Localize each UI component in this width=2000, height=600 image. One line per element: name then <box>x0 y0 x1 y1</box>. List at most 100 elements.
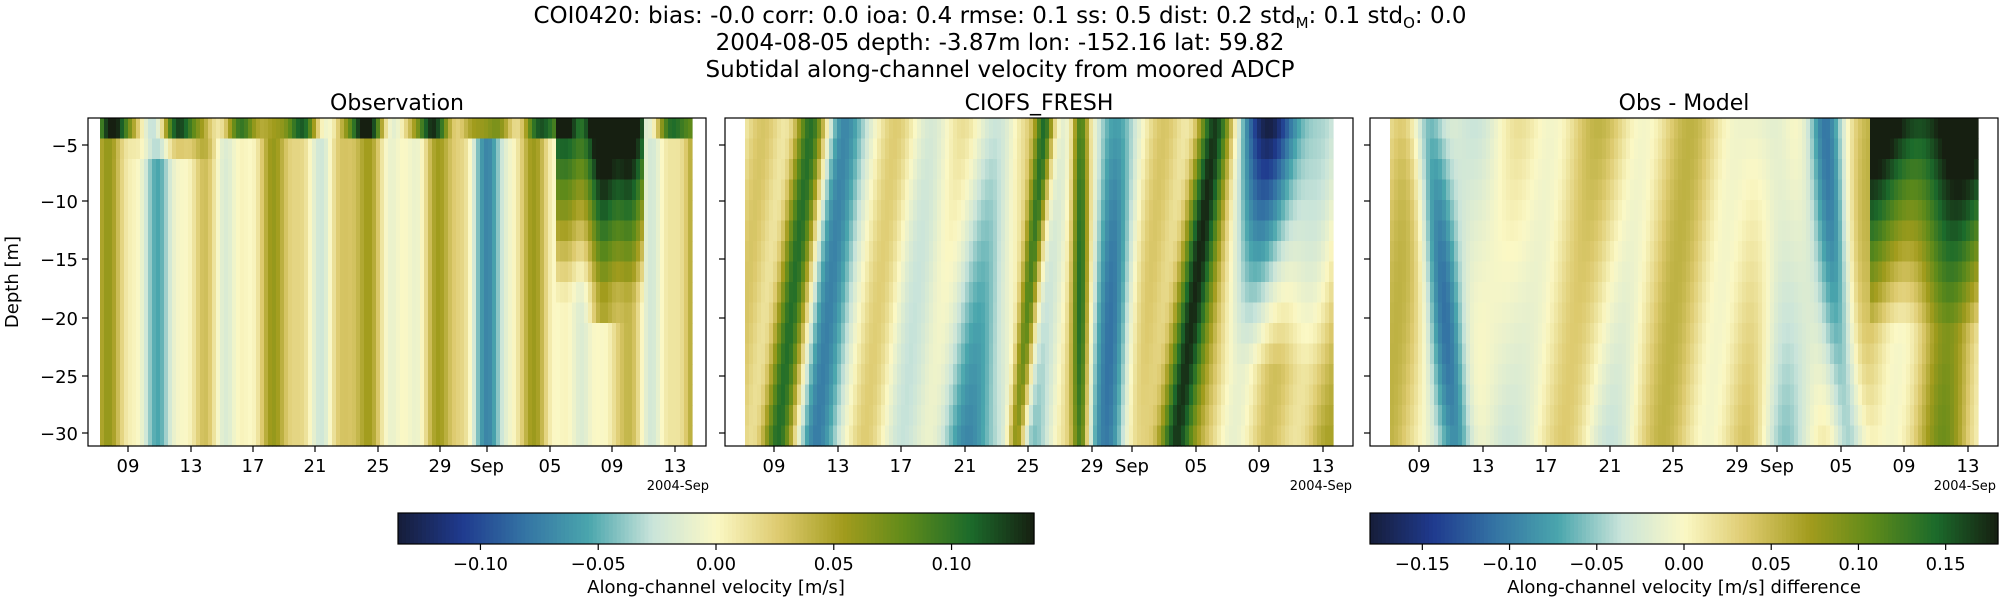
heatmap-cell <box>664 364 669 386</box>
heatmap-cell <box>404 179 409 201</box>
heatmap-cell <box>140 384 145 406</box>
heatmap-cell <box>913 118 918 140</box>
heatmap-cell <box>176 282 181 304</box>
heatmap-cell <box>520 405 525 427</box>
heatmap-cell <box>1313 138 1318 160</box>
heatmap-cell <box>1033 384 1038 406</box>
heatmap-cell <box>504 179 509 201</box>
heatmap-cell <box>1261 282 1266 304</box>
heatmap-cell <box>1245 138 1250 160</box>
heatmap-cell <box>897 220 902 242</box>
heatmap-cell <box>945 220 950 242</box>
heatmap-cell <box>1089 261 1094 283</box>
heatmap-cell <box>941 179 946 201</box>
heatmap-cell <box>500 220 505 242</box>
heatmap-cell <box>837 282 842 304</box>
heatmap-cell <box>745 118 750 140</box>
heatmap-cell <box>572 405 577 427</box>
heatmap-cell <box>240 405 245 427</box>
heatmap-cell <box>684 323 689 345</box>
heatmap-cell <box>496 179 501 201</box>
heatmap-cell <box>208 425 213 447</box>
heatmap-cell <box>120 384 125 406</box>
heatmap-cell <box>817 323 822 345</box>
heatmap-cell <box>600 179 605 201</box>
heatmap-cell <box>344 364 349 386</box>
heatmap-cell <box>1129 138 1134 160</box>
heatmap-cell <box>652 343 657 365</box>
heatmap-cell <box>400 138 405 160</box>
heatmap-cell <box>1133 343 1138 365</box>
heatmap-cell <box>1522 118 1527 140</box>
heatmap-cell <box>232 405 237 427</box>
heatmap-cell <box>576 323 581 345</box>
heatmap-cell <box>584 343 589 365</box>
heatmap-cell <box>853 138 858 160</box>
heatmap-cell <box>853 302 858 324</box>
heatmap-cell <box>184 118 189 140</box>
heatmap-cell <box>200 118 205 140</box>
heatmap-cell <box>993 138 998 160</box>
heatmap-cell <box>588 323 593 345</box>
heatmap-cell <box>805 138 810 160</box>
heatmap-cell <box>1269 425 1274 447</box>
heatmap-cell <box>1626 118 1631 140</box>
heatmap-cell <box>1201 405 1206 427</box>
heatmap-cell <box>532 425 537 447</box>
heatmap-cell <box>825 343 830 365</box>
heatmap-cell <box>156 220 161 242</box>
heatmap-cell <box>1566 138 1571 160</box>
heatmap-cell <box>316 323 321 345</box>
heatmap-cell <box>1329 220 1334 242</box>
heatmap-cell <box>188 323 193 345</box>
heatmap-cell <box>352 302 357 324</box>
heatmap-cell <box>1269 384 1274 406</box>
heatmap-cell <box>616 364 621 386</box>
heatmap-cell <box>352 159 357 181</box>
heatmap-cell <box>416 220 421 242</box>
heatmap-cell <box>108 425 113 447</box>
heatmap-cell <box>981 364 986 386</box>
heatmap-cell <box>905 364 910 386</box>
heatmap-cell <box>508 241 513 263</box>
heatmap-cell <box>520 364 525 386</box>
heatmap-cell <box>192 118 197 140</box>
heatmap-cell <box>957 241 962 263</box>
heatmap-cell <box>1049 343 1054 365</box>
heatmap-cell <box>1325 323 1330 345</box>
heatmap-cell <box>1209 241 1214 263</box>
heatmap-cell <box>380 261 385 283</box>
heatmap-cell <box>664 343 669 365</box>
heatmap-cell <box>320 302 325 324</box>
heatmap-cell <box>516 425 521 447</box>
heatmap-cell <box>981 220 986 242</box>
heatmap-cell <box>797 323 802 345</box>
heatmap-cell <box>316 159 321 181</box>
heatmap-cell <box>1129 159 1134 181</box>
heatmap-cell <box>216 138 221 160</box>
heatmap-cell <box>1942 118 1947 140</box>
heatmap-cell <box>1169 282 1174 304</box>
heatmap-cell <box>1229 405 1234 427</box>
heatmap-cell <box>684 425 689 447</box>
heatmap-cell <box>316 282 321 304</box>
heatmap-cell <box>957 405 962 427</box>
heatmap-cell <box>913 138 918 160</box>
heatmap-cell <box>356 384 361 406</box>
heatmap-cell <box>272 302 277 324</box>
heatmap-cell <box>312 364 317 386</box>
heatmap-cell <box>632 364 637 386</box>
heatmap-cell <box>989 364 994 386</box>
heatmap-cell <box>532 241 537 263</box>
heatmap-cell <box>1109 200 1114 222</box>
heatmap-cell <box>1285 302 1290 324</box>
heatmap-cell <box>392 302 397 324</box>
heatmap-cell <box>1061 425 1066 447</box>
heatmap-cell <box>248 220 253 242</box>
heatmap-cell <box>1213 159 1218 181</box>
heatmap-cell <box>420 282 425 304</box>
heatmap-cell <box>965 425 970 447</box>
heatmap-cell <box>172 118 177 140</box>
heatmap-cell <box>400 282 405 304</box>
heatmap-cell <box>1141 241 1146 263</box>
